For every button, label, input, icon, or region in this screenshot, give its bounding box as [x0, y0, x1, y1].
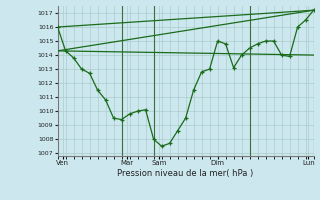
X-axis label: Pression niveau de la mer( hPa ): Pression niveau de la mer( hPa ) [117, 169, 254, 178]
